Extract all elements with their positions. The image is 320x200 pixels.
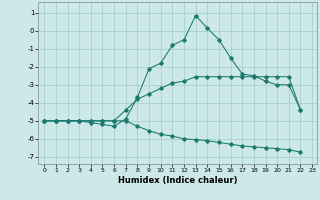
X-axis label: Humidex (Indice chaleur): Humidex (Indice chaleur) (118, 176, 237, 185)
